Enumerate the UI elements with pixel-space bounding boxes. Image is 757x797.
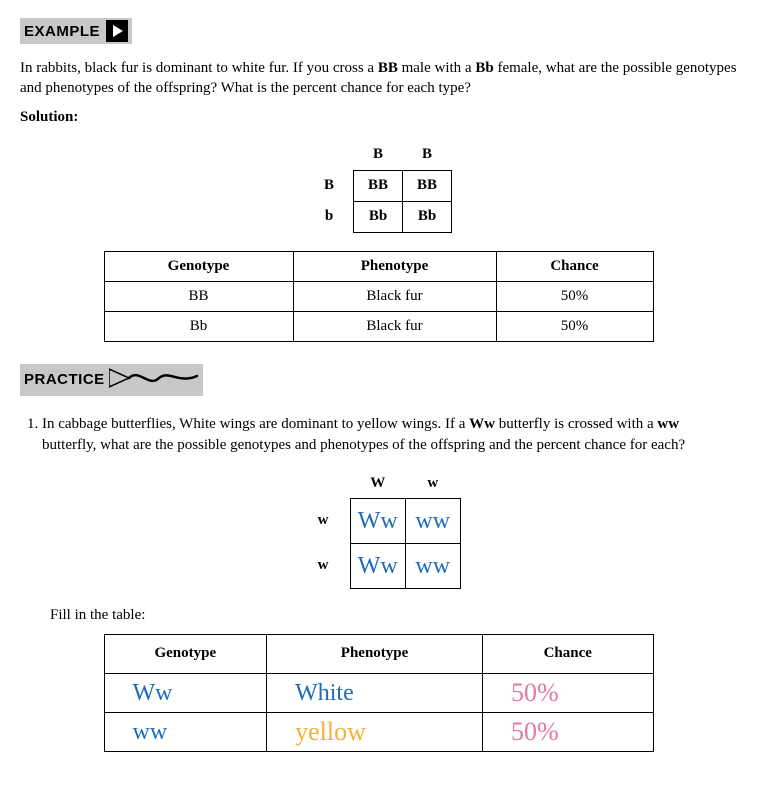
text: In cabbage butterflies, White wings are … (42, 416, 469, 432)
text: butterfly, what are the possible genotyp… (42, 437, 685, 453)
cell: White (267, 673, 483, 712)
punnett-cell: BB (403, 170, 452, 201)
practice-badge: PRACTICE (20, 364, 203, 396)
allele: ww (657, 416, 679, 432)
punnett-cell: ww (405, 543, 460, 588)
practice-badge-text: PRACTICE (24, 371, 105, 388)
solution-label: Solution: (20, 109, 737, 126)
play-icon (106, 20, 128, 42)
handwritten: ww (415, 508, 450, 534)
handwritten: Ww (358, 508, 398, 534)
cell: 50% (496, 311, 653, 341)
practice-punnett-square: W w w Ww ww w Ww ww (296, 470, 461, 589)
cell: 50% (483, 673, 654, 712)
col-chance: Chance (483, 634, 654, 673)
cell: Bb (104, 311, 293, 341)
handwritten: 50% (511, 678, 559, 707)
col-phenotype: Phenotype (293, 251, 496, 281)
punnett-cell: Ww (350, 498, 405, 543)
practice-list: In cabbage butterflies, White wings are … (20, 414, 737, 456)
text: male with a (398, 60, 475, 76)
table-row: Bb Black fur 50% (104, 311, 653, 341)
text: butterfly is crossed with a (495, 416, 657, 432)
text: In rabbits, black fur is dominant to whi… (20, 60, 378, 76)
handwritten: yellow (295, 717, 366, 746)
row-header: B (305, 170, 354, 201)
allele: Ww (469, 416, 495, 432)
row-header: w (296, 498, 350, 543)
table-row: Ww White 50% (104, 673, 653, 712)
handwritten: 50% (511, 717, 559, 746)
example-question: In rabbits, black fur is dominant to whi… (20, 58, 737, 99)
handwritten: White (295, 680, 354, 706)
col-phenotype: Phenotype (267, 634, 483, 673)
example-punnett-square: B B B BB BB b Bb Bb (305, 140, 452, 233)
cell: BB (104, 281, 293, 311)
handwritten: ww (415, 553, 450, 579)
row-header: w (296, 543, 350, 588)
example-badge-text: EXAMPLE (24, 23, 100, 40)
cell: ww (104, 712, 267, 751)
example-results-table: Genotype Phenotype Chance BB Black fur 5… (104, 251, 654, 342)
allele: BB (378, 60, 398, 76)
handwritten: Ww (133, 680, 173, 706)
row-header: b (305, 201, 354, 232)
example-badge: EXAMPLE (20, 18, 132, 44)
punnett-cell: Ww (350, 543, 405, 588)
col-header: W (350, 470, 405, 499)
cell: yellow (267, 712, 483, 751)
arrow-scribble-icon (109, 366, 199, 394)
punnett-cell: ww (405, 498, 460, 543)
practice-question: In cabbage butterflies, White wings are … (42, 414, 737, 456)
col-genotype: Genotype (104, 251, 293, 281)
table-row: BB Black fur 50% (104, 281, 653, 311)
col-chance: Chance (496, 251, 653, 281)
allele: Bb (475, 60, 493, 76)
table-row: ww yellow 50% (104, 712, 653, 751)
punnett-cell: Bb (403, 201, 452, 232)
cell: Ww (104, 673, 267, 712)
punnett-cell: BB (354, 170, 403, 201)
col-header: B (354, 140, 403, 171)
cell: Black fur (293, 281, 496, 311)
handwritten: Ww (358, 553, 398, 579)
cell: 50% (496, 281, 653, 311)
col-header: B (403, 140, 452, 171)
col-header: w (405, 470, 460, 499)
fill-in-label: Fill in the table: (50, 607, 737, 624)
punnett-cell: Bb (354, 201, 403, 232)
practice-results-table: Genotype Phenotype Chance Ww White 50% w… (104, 634, 654, 752)
cell: Black fur (293, 311, 496, 341)
cell: 50% (483, 712, 654, 751)
col-genotype: Genotype (104, 634, 267, 673)
handwritten: ww (133, 719, 168, 745)
